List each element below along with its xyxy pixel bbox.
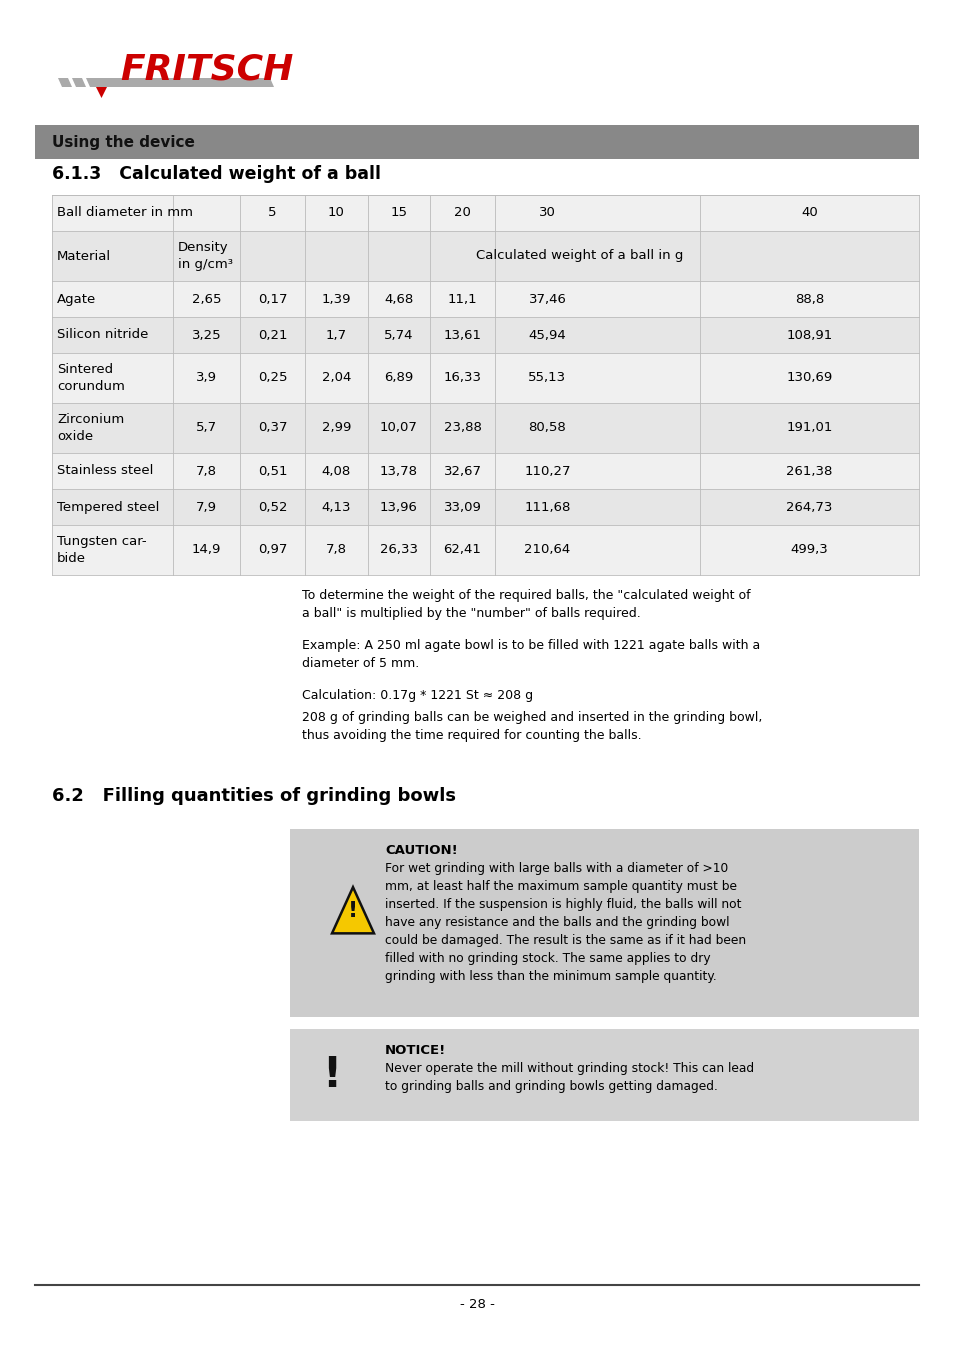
Text: Stainless steel: Stainless steel	[57, 464, 153, 478]
Text: 55,13: 55,13	[528, 371, 566, 385]
Text: 4,13: 4,13	[321, 501, 351, 513]
Polygon shape	[58, 78, 71, 86]
Text: Tungsten car-
bide: Tungsten car- bide	[57, 535, 147, 564]
FancyBboxPatch shape	[52, 281, 918, 317]
Text: 0,97: 0,97	[257, 544, 287, 556]
FancyBboxPatch shape	[52, 489, 918, 525]
Text: Agate: Agate	[57, 293, 96, 305]
Text: 11,1: 11,1	[447, 293, 476, 305]
Text: 6.2   Filling quantities of grinding bowls: 6.2 Filling quantities of grinding bowls	[52, 787, 456, 805]
Text: - 28 -: - 28 -	[459, 1299, 494, 1311]
Polygon shape	[96, 86, 107, 99]
Text: 80,58: 80,58	[528, 421, 566, 435]
Text: 10: 10	[328, 207, 345, 220]
Text: 264,73: 264,73	[785, 501, 832, 513]
Text: 3,9: 3,9	[195, 371, 216, 385]
Text: 7,9: 7,9	[195, 501, 216, 513]
Text: Calculation: 0.17g * 1221 St ≈ 208 g: Calculation: 0.17g * 1221 St ≈ 208 g	[302, 688, 533, 702]
Text: 191,01: 191,01	[785, 421, 832, 435]
Polygon shape	[332, 887, 374, 933]
Text: 45,94: 45,94	[528, 328, 566, 342]
Text: 62,41: 62,41	[443, 544, 481, 556]
Text: 499,3: 499,3	[790, 544, 827, 556]
Text: Never operate the mill without grinding stock! This can lead
to grinding balls a: Never operate the mill without grinding …	[385, 1062, 753, 1094]
Text: 0,25: 0,25	[257, 371, 287, 385]
Text: 5: 5	[268, 207, 276, 220]
Text: 40: 40	[801, 207, 817, 220]
Text: 1,39: 1,39	[321, 293, 351, 305]
Text: 88,8: 88,8	[794, 293, 823, 305]
Text: For wet grinding with large balls with a diameter of >10
mm, at least half the m: For wet grinding with large balls with a…	[385, 863, 745, 983]
FancyBboxPatch shape	[52, 194, 918, 231]
Text: 6,89: 6,89	[384, 371, 414, 385]
Text: 7,8: 7,8	[195, 464, 216, 478]
Text: Sintered
corundum: Sintered corundum	[57, 363, 125, 393]
FancyBboxPatch shape	[52, 525, 918, 575]
Text: 0,17: 0,17	[257, 293, 287, 305]
Text: CAUTION!: CAUTION!	[385, 844, 457, 857]
Text: 30: 30	[538, 207, 556, 220]
FancyBboxPatch shape	[52, 352, 918, 404]
Text: 23,88: 23,88	[443, 421, 481, 435]
FancyBboxPatch shape	[35, 126, 918, 159]
Text: 261,38: 261,38	[785, 464, 832, 478]
Text: 26,33: 26,33	[379, 544, 417, 556]
Text: 14,9: 14,9	[192, 544, 221, 556]
Text: 2,99: 2,99	[321, 421, 351, 435]
Text: 3,25: 3,25	[192, 328, 221, 342]
Text: 6.1.3   Calculated weight of a ball: 6.1.3 Calculated weight of a ball	[52, 165, 380, 184]
FancyBboxPatch shape	[290, 829, 918, 1017]
FancyBboxPatch shape	[290, 1029, 918, 1120]
Text: To determine the weight of the required balls, the "calculated weight of
a ball": To determine the weight of the required …	[302, 589, 750, 620]
Text: 111,68: 111,68	[524, 501, 570, 513]
Text: 1,7: 1,7	[326, 328, 347, 342]
Text: 208 g of grinding balls can be weighed and inserted in the grinding bowl,
thus a: 208 g of grinding balls can be weighed a…	[302, 711, 761, 743]
Text: 4,08: 4,08	[321, 464, 351, 478]
Text: 4,68: 4,68	[384, 293, 414, 305]
Text: Silicon nitride: Silicon nitride	[57, 328, 149, 342]
Text: Material: Material	[57, 250, 111, 262]
FancyBboxPatch shape	[52, 317, 918, 352]
Text: 0,21: 0,21	[257, 328, 287, 342]
Text: 13,96: 13,96	[379, 501, 417, 513]
Text: 108,91: 108,91	[785, 328, 832, 342]
Text: Zirconium
oxide: Zirconium oxide	[57, 413, 124, 443]
Text: Ball diameter in mm: Ball diameter in mm	[57, 207, 193, 220]
Polygon shape	[71, 78, 86, 86]
Text: Tempered steel: Tempered steel	[57, 501, 159, 513]
Text: 210,64: 210,64	[524, 544, 570, 556]
Text: 20: 20	[454, 207, 471, 220]
Text: 13,61: 13,61	[443, 328, 481, 342]
Text: Example: A 250 ml agate bowl is to be filled with 1221 agate balls with a
diamet: Example: A 250 ml agate bowl is to be fi…	[302, 639, 760, 670]
Text: 15: 15	[390, 207, 407, 220]
Text: 2,04: 2,04	[321, 371, 351, 385]
Text: 5,74: 5,74	[384, 328, 414, 342]
Text: 16,33: 16,33	[443, 371, 481, 385]
Text: Using the device: Using the device	[52, 135, 194, 150]
FancyBboxPatch shape	[52, 454, 918, 489]
Text: 10,07: 10,07	[379, 421, 417, 435]
Text: Calculated weight of a ball in g: Calculated weight of a ball in g	[476, 250, 682, 262]
FancyBboxPatch shape	[52, 231, 918, 281]
Text: 130,69: 130,69	[785, 371, 832, 385]
Polygon shape	[86, 78, 274, 86]
Text: Density
in g/cm³: Density in g/cm³	[178, 242, 233, 271]
Text: 110,27: 110,27	[524, 464, 570, 478]
Text: !: !	[322, 1054, 341, 1096]
Text: 13,78: 13,78	[379, 464, 417, 478]
Text: 0,52: 0,52	[257, 501, 287, 513]
Text: 33,09: 33,09	[443, 501, 481, 513]
Text: 0,37: 0,37	[257, 421, 287, 435]
Text: 32,67: 32,67	[443, 464, 481, 478]
Text: 5,7: 5,7	[195, 421, 217, 435]
Text: 37,46: 37,46	[528, 293, 566, 305]
Text: 7,8: 7,8	[326, 544, 347, 556]
Text: 0,51: 0,51	[257, 464, 287, 478]
Text: !: !	[348, 900, 357, 921]
FancyBboxPatch shape	[52, 404, 918, 454]
Text: 2,65: 2,65	[192, 293, 221, 305]
Text: NOTICE!: NOTICE!	[385, 1044, 446, 1057]
Text: FRITSCH: FRITSCH	[120, 53, 294, 86]
